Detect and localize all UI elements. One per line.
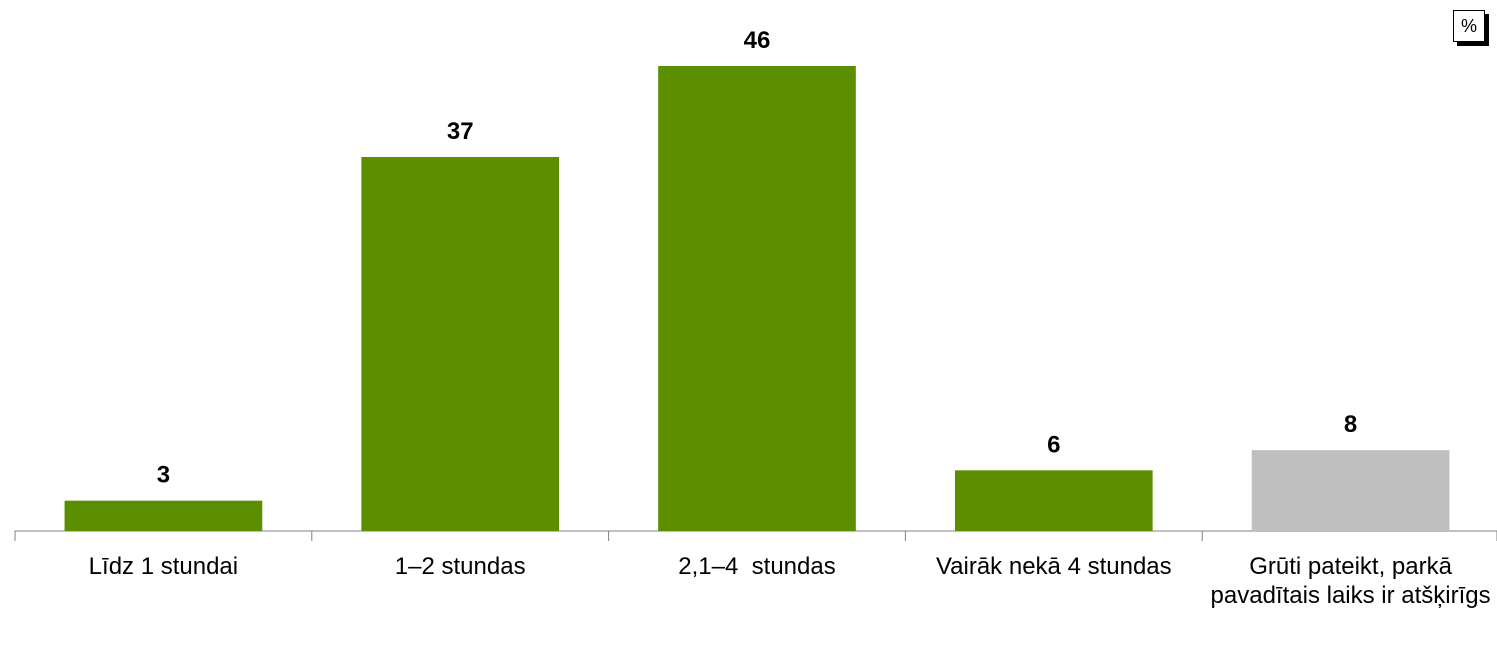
value-label: 6 [1047, 431, 1060, 458]
x-tick-label: Līdz 1 stundai [88, 553, 239, 580]
x-tick-label: Vairāk nekā 4 stundas [935, 553, 1172, 580]
unit-label: % [1453, 10, 1485, 42]
value-label: 3 [157, 462, 170, 489]
bar [361, 156, 560, 531]
value-label: 46 [744, 27, 771, 54]
x-tick-label: 1–2 stundas [394, 553, 526, 580]
bar [658, 66, 856, 531]
bar [1251, 450, 1450, 531]
value-label: 37 [447, 118, 474, 145]
bar [954, 470, 1153, 531]
bar [64, 500, 263, 531]
x-tick-label: 2,1–4 stundas [678, 553, 836, 580]
value-label: 8 [1344, 411, 1357, 438]
x-tick-label: Grūti pateikt, parkā pavadītais laiks ir… [1210, 553, 1491, 609]
